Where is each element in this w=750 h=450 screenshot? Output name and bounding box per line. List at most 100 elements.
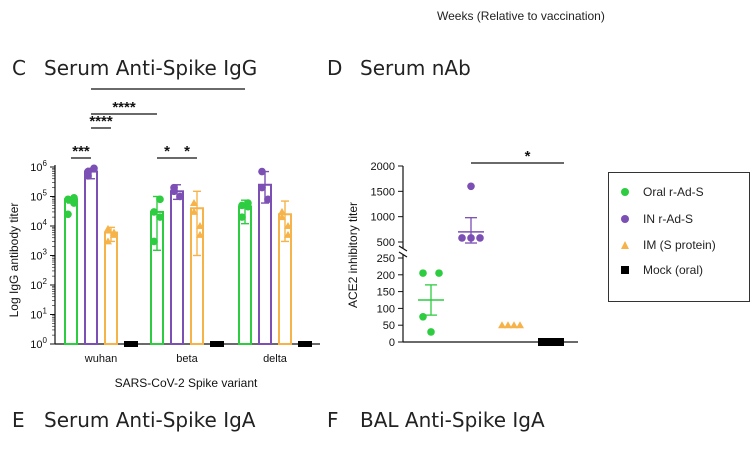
panel-d-letter: D bbox=[327, 56, 343, 80]
data-point bbox=[516, 321, 524, 329]
y-tick-label: 2000 bbox=[371, 161, 395, 173]
bar bbox=[84, 170, 98, 345]
bar bbox=[104, 231, 118, 345]
data-point bbox=[504, 321, 512, 329]
y-tick-label: 105 bbox=[30, 189, 47, 204]
data-point bbox=[176, 192, 184, 201]
y-tick-label: 100 bbox=[377, 303, 395, 315]
data-point bbox=[264, 195, 272, 204]
data-point bbox=[556, 338, 564, 346]
data-point bbox=[64, 210, 72, 219]
bar bbox=[238, 205, 252, 346]
bar bbox=[64, 198, 78, 346]
bar bbox=[210, 341, 224, 347]
significance-label: **** bbox=[112, 99, 136, 116]
y-tick-label: 250 bbox=[377, 253, 395, 265]
y-tick-label: 1500 bbox=[371, 186, 395, 198]
data-point bbox=[538, 338, 546, 346]
data-point bbox=[104, 224, 112, 232]
legend-item-oral: Oral r-Ad-S bbox=[621, 185, 704, 199]
y-tick-label: 150 bbox=[377, 287, 395, 299]
y-tick-label: 50 bbox=[383, 320, 395, 332]
data-point bbox=[427, 328, 435, 336]
y-tick-label: 100 bbox=[30, 336, 47, 351]
data-point bbox=[278, 207, 286, 215]
y-tick-label: 103 bbox=[30, 248, 47, 263]
bar bbox=[170, 190, 184, 345]
y-tick-label: 106 bbox=[30, 159, 47, 174]
square-marker-icon bbox=[621, 266, 629, 274]
bar bbox=[298, 341, 312, 347]
igg-y-axis-label: Log IgG antibody titer bbox=[7, 203, 21, 318]
data-point bbox=[458, 234, 466, 242]
x-tick-label: wuhan bbox=[84, 353, 117, 365]
data-point bbox=[544, 338, 552, 346]
data-point bbox=[467, 182, 475, 191]
y-tick-label: 0 bbox=[389, 337, 395, 349]
x-tick-label: delta bbox=[263, 353, 288, 365]
data-point bbox=[435, 269, 443, 277]
data-point bbox=[110, 228, 118, 236]
data-point bbox=[70, 194, 78, 202]
data-point bbox=[244, 202, 252, 211]
y-tick-label: 500 bbox=[377, 237, 395, 249]
data-point bbox=[170, 187, 178, 196]
y-tick-label: 1000 bbox=[371, 212, 395, 224]
significance-label: **** bbox=[89, 113, 113, 130]
data-point bbox=[90, 164, 98, 173]
data-point bbox=[419, 313, 427, 321]
legend-label: Mock (oral) bbox=[643, 263, 704, 277]
y-tick-label: 200 bbox=[377, 270, 395, 282]
legend-item-mock: Mock (oral) bbox=[621, 263, 703, 277]
nab-y-axis-label: ACE2 inhibitory titer bbox=[346, 202, 360, 308]
weeks-axis-caption: Weeks (Relative to vaccination) bbox=[437, 9, 605, 23]
circle-marker-icon bbox=[621, 188, 629, 196]
panel-c-letter: C bbox=[12, 56, 26, 80]
data-point bbox=[238, 201, 246, 210]
data-point bbox=[278, 213, 286, 221]
data-point bbox=[84, 167, 92, 176]
data-point bbox=[190, 207, 198, 215]
data-point bbox=[104, 237, 112, 245]
data-point bbox=[284, 230, 292, 238]
panel-d-title: Serum nAb bbox=[360, 56, 471, 80]
x-tick-label: beta bbox=[176, 353, 198, 365]
y-tick-label: 102 bbox=[30, 277, 47, 292]
data-point bbox=[64, 195, 72, 204]
panel-e-letter: E bbox=[12, 408, 25, 432]
significance-label: ** bbox=[162, 85, 174, 91]
significance-label: *** bbox=[72, 143, 90, 160]
igg-bar-chart: Log IgG antibody titer SARS-CoV-2 Spike … bbox=[7, 85, 320, 390]
data-point bbox=[284, 222, 292, 229]
panel-f-title: BAL Anti-Spike IgA bbox=[360, 408, 545, 432]
legend: Oral r-Ad-S IN r-Ad-S IM (S protein) Moc… bbox=[608, 172, 750, 302]
circle-marker-icon bbox=[621, 215, 629, 223]
igg-x-axis-label: SARS-CoV-2 Spike variant bbox=[115, 376, 258, 390]
significance-label: * bbox=[164, 143, 170, 160]
triangle-marker-icon bbox=[621, 241, 629, 249]
data-point bbox=[510, 321, 518, 329]
data-point bbox=[156, 213, 164, 221]
data-point bbox=[150, 237, 158, 246]
data-point bbox=[156, 195, 164, 204]
panel-c-title: Serum Anti-Spike IgG bbox=[44, 56, 258, 80]
bar bbox=[124, 341, 138, 347]
data-point bbox=[258, 183, 266, 192]
legend-item-in: IN r-Ad-S bbox=[621, 212, 693, 226]
data-point bbox=[476, 234, 484, 242]
data-point bbox=[258, 167, 266, 176]
legend-item-im: IM (S protein) bbox=[621, 238, 716, 252]
legend-label: IM (S protein) bbox=[643, 238, 716, 252]
data-point bbox=[238, 213, 246, 221]
data-point bbox=[190, 199, 198, 207]
data-point bbox=[419, 269, 427, 277]
data-point bbox=[150, 208, 158, 216]
significance-label: * bbox=[184, 143, 190, 160]
data-point bbox=[196, 230, 204, 238]
legend-label: Oral r-Ad-S bbox=[643, 185, 704, 199]
data-point bbox=[498, 321, 506, 329]
significance-label: * bbox=[525, 148, 531, 165]
axis-break-mark bbox=[398, 245, 408, 252]
bar bbox=[258, 183, 272, 345]
legend-label: IN r-Ad-S bbox=[643, 212, 694, 226]
